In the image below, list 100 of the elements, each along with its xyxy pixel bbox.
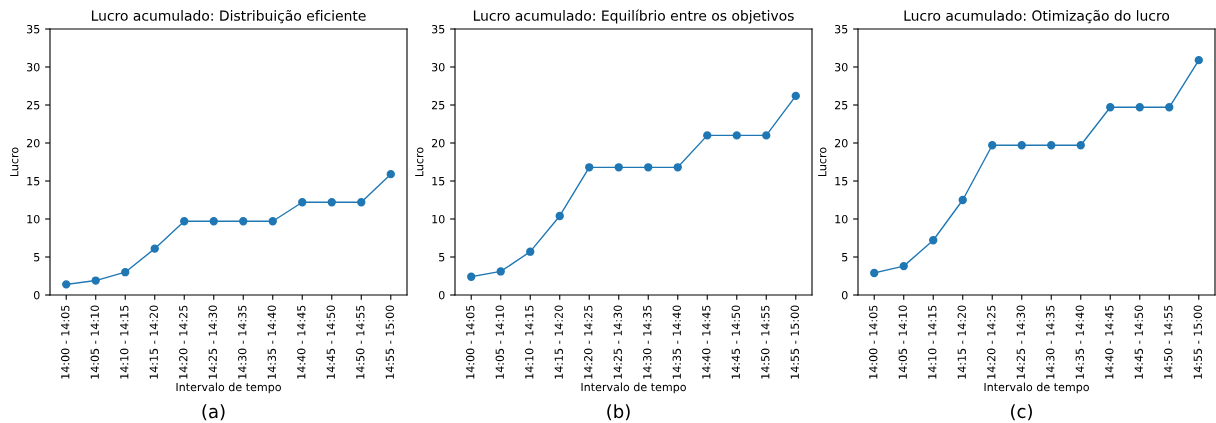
point — [988, 141, 997, 150]
chart-title: Lucro acumulado: Otimização do lucro — [904, 9, 1170, 24]
point — [150, 244, 159, 253]
point — [614, 163, 623, 172]
text: (b) — [607, 404, 630, 421]
x-tick-label: 14:20 - 14:25 — [987, 305, 996, 379]
point — [732, 131, 741, 140]
x-tick-label: 14:25 - 14:30 — [613, 305, 622, 379]
point — [209, 217, 218, 226]
x-tick-label: 14:55 - 15:00 — [1193, 305, 1202, 379]
x-tick-label: 14:25 - 14:30 — [208, 305, 217, 379]
x-axis-title: Intervalo de tempo — [984, 382, 1089, 394]
x-tick-label: 14:50 - 14:55 — [356, 305, 365, 379]
y-tick-label: 0 — [438, 290, 445, 300]
y-tick-label: 35 — [834, 24, 848, 34]
point — [268, 217, 277, 226]
x-tick-label: 14:35 - 14:40 — [1075, 305, 1084, 379]
point — [121, 268, 130, 277]
x-tick-label: 14:10 - 14:15 — [928, 305, 937, 379]
y-tick-label: 15 — [835, 177, 848, 186]
x-axis-title: Intervalo de tempo — [176, 382, 281, 394]
y-tick-label: 10 — [835, 214, 848, 224]
y-tick-label: 0 — [33, 290, 40, 300]
x-tick-label: 14:35 - 14:40 — [267, 305, 276, 379]
point — [239, 217, 248, 226]
x-tick-label: 14:55 - 15:00 — [385, 305, 394, 379]
point — [644, 163, 653, 172]
y-tick-label: 5 — [439, 253, 445, 262]
y-axis-title: Lucro — [415, 147, 424, 177]
text: (a) — [202, 404, 225, 421]
y-tick-label: 30 — [834, 62, 848, 72]
chart-title: Lucro acumulado: Equilíbrio entre os objetivos — [473, 9, 794, 24]
point — [526, 247, 535, 256]
point — [496, 267, 505, 276]
point — [762, 131, 771, 140]
point — [791, 91, 800, 101]
y-axis-title: Lucro — [10, 147, 19, 177]
x-tick-label: 14:50 - 14:55 — [761, 305, 770, 379]
y-axis-title: Lucro — [818, 147, 827, 177]
x-tick-label: 14:10 - 14:15 — [120, 305, 129, 379]
point — [467, 272, 476, 281]
point — [1047, 141, 1056, 150]
x-tick-label: 14:20 - 14:25 — [179, 305, 188, 379]
x-tick-label: 14:30 - 14:35 — [643, 305, 652, 379]
x-tick-label: 14:05 - 14:10 — [898, 305, 907, 379]
y-tick-label: 35 — [26, 24, 40, 34]
point — [870, 268, 879, 278]
x-tick-label: 14:40 - 14:45 — [702, 305, 711, 379]
x-tick-label: 14:05 - 14:10 — [90, 305, 99, 379]
point — [1017, 141, 1026, 150]
x-tick-label: 14:40 - 14:45 — [297, 305, 306, 379]
x-tick-label: 14:00 - 14:05 — [61, 305, 70, 379]
x-tick-label: 14:05 - 14:10 — [495, 305, 504, 379]
y-tick-label: 15 — [27, 177, 40, 186]
point — [180, 217, 189, 226]
x-tick-label: 14:50 - 14:55 — [1164, 305, 1173, 379]
point — [327, 198, 336, 207]
y-tick-label: 5 — [34, 253, 40, 262]
x-axis-title: Intervalo de tempo — [581, 382, 686, 394]
y-tick-label: 5 — [842, 253, 848, 262]
y-tick-label: 10 — [27, 214, 40, 224]
y-tick-label: 15 — [432, 177, 445, 186]
point — [703, 131, 712, 140]
x-tick-label: 14:25 - 14:30 — [1016, 305, 1025, 379]
point — [62, 280, 71, 289]
y-tick-label: 30 — [26, 62, 40, 72]
y-tick-label: 0 — [841, 290, 848, 300]
x-tick-label: 14:00 - 14:05 — [869, 305, 878, 379]
y-tick-label: 25 — [834, 100, 848, 110]
point — [1106, 103, 1115, 112]
y-tick-label: 20 — [431, 138, 445, 148]
x-tick-label: 14:30 - 14:35 — [1046, 305, 1055, 379]
y-tick-label: 10 — [432, 214, 445, 224]
x-tick-label: 14:20 - 14:25 — [584, 305, 593, 379]
point — [1165, 103, 1174, 112]
x-tick-label: 14:45 - 14:50 — [326, 305, 335, 379]
x-tick-label: 14:55 - 15:00 — [790, 305, 799, 379]
x-tick-label: 14:00 - 14:05 — [466, 305, 475, 379]
point — [1076, 141, 1085, 150]
x-tick-label: 14:10 - 14:15 — [525, 305, 534, 379]
x-tick-label: 14:45 - 14:50 — [1134, 305, 1143, 379]
point — [1194, 55, 1203, 65]
point — [673, 163, 682, 172]
y-tick-label: 30 — [431, 62, 445, 72]
y-tick-label: 20 — [26, 138, 40, 148]
y-tick-label: 20 — [834, 138, 848, 148]
point — [357, 198, 366, 207]
point — [899, 261, 908, 271]
point — [386, 169, 395, 179]
y-tick-label: 35 — [431, 24, 445, 34]
point — [958, 195, 967, 205]
y-tick-label: 25 — [431, 100, 445, 110]
point — [298, 198, 307, 207]
point — [1135, 103, 1144, 112]
x-tick-label: 14:15 - 14:20 — [957, 305, 966, 379]
point — [929, 236, 938, 245]
y-tick-label: 25 — [26, 100, 40, 110]
x-tick-label: 14:40 - 14:45 — [1105, 305, 1114, 379]
x-tick-label: 14:30 - 14:35 — [238, 305, 247, 379]
point — [585, 163, 594, 172]
